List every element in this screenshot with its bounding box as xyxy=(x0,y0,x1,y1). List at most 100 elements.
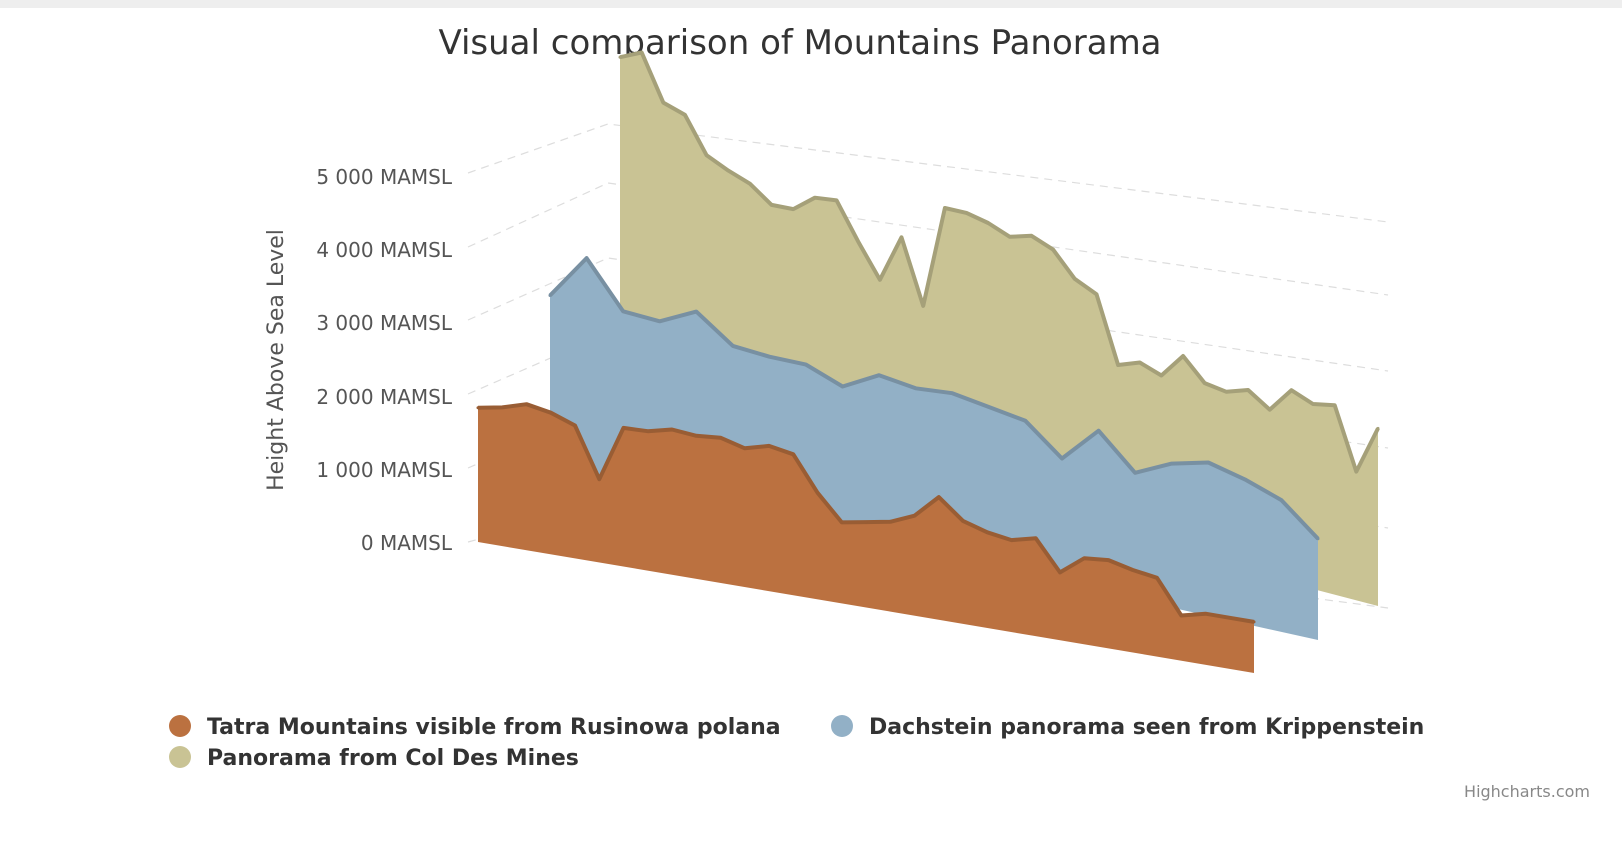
data-point xyxy=(661,101,665,105)
y-tick-label-5: 5 000 MAMSL xyxy=(316,165,453,189)
data-point xyxy=(1170,462,1174,466)
data-point xyxy=(937,495,941,499)
series-area-fill xyxy=(550,258,1318,640)
data-point xyxy=(888,520,892,524)
series-area-fill xyxy=(478,404,1254,673)
data-point xyxy=(986,221,990,225)
legend-item-1[interactable]: Dachstein panorama seen from Krippenstei… xyxy=(831,715,1424,740)
series-1 xyxy=(548,256,1320,640)
data-point xyxy=(622,426,625,430)
data-point xyxy=(943,206,947,210)
data-point xyxy=(864,520,868,524)
data-point xyxy=(813,196,817,200)
data-point xyxy=(987,405,991,409)
top-bar xyxy=(0,0,1622,8)
data-point xyxy=(694,310,698,314)
data-point xyxy=(1246,388,1250,392)
data-point xyxy=(726,169,730,173)
legend-label: Tatra Mountains visible from Rusinowa po… xyxy=(207,715,781,740)
data-point xyxy=(618,55,622,59)
data-point xyxy=(1179,614,1183,617)
data-point xyxy=(1243,477,1247,481)
data-point xyxy=(1082,556,1086,560)
data-point xyxy=(1252,620,1256,624)
data-point xyxy=(950,391,954,395)
data-point xyxy=(525,402,528,406)
data-point xyxy=(767,355,771,359)
data-point xyxy=(705,153,709,157)
data-point xyxy=(1010,538,1013,542)
data-point xyxy=(1279,498,1283,502)
data-point xyxy=(1155,576,1159,580)
data-point xyxy=(804,363,808,367)
data-point xyxy=(476,406,480,410)
data-point xyxy=(914,386,918,390)
data-point xyxy=(573,424,577,427)
data-point xyxy=(921,304,925,308)
data-point xyxy=(770,203,774,207)
data-point xyxy=(658,319,662,323)
data-point xyxy=(767,444,771,448)
data-point xyxy=(816,491,819,495)
data-point xyxy=(1034,536,1038,540)
data-point xyxy=(719,436,722,440)
data-point xyxy=(791,207,795,211)
data-point xyxy=(961,519,965,523)
data-point xyxy=(1107,558,1110,562)
data-point xyxy=(1311,402,1315,406)
gridline-5 xyxy=(467,123,1389,223)
credits-link[interactable]: Highcharts.com xyxy=(1464,782,1590,801)
data-point xyxy=(621,309,625,313)
y-axis-title: Height Above Sea Level xyxy=(264,229,289,491)
data-point xyxy=(1204,612,1207,616)
data-point xyxy=(856,240,860,244)
data-point xyxy=(900,235,903,239)
data-point xyxy=(913,514,916,518)
data-point xyxy=(1133,471,1137,475)
data-point xyxy=(1116,363,1120,367)
series-0 xyxy=(476,402,1256,673)
data-point xyxy=(640,51,644,54)
data-point xyxy=(1333,403,1337,407)
data-point xyxy=(1060,457,1064,460)
series-area xyxy=(476,50,1380,673)
data-point xyxy=(1376,426,1380,430)
data-point xyxy=(791,452,795,456)
legend-item-2[interactable]: Panorama from Col Des Mines xyxy=(169,746,579,771)
data-point xyxy=(1097,429,1101,433)
data-point xyxy=(1138,361,1142,364)
legend-label: Panorama from Col Des Mines xyxy=(207,746,579,771)
data-point xyxy=(841,385,845,388)
y-tick-label-1: 1 000 MAMSL xyxy=(316,458,453,482)
legend-symbol xyxy=(831,715,853,737)
data-point xyxy=(548,294,552,297)
data-point xyxy=(597,477,601,481)
data-point xyxy=(731,344,735,348)
data-point xyxy=(1159,374,1163,377)
series-top-line xyxy=(619,50,1380,474)
data-point xyxy=(743,446,747,450)
data-point xyxy=(878,278,882,282)
legend-item-0[interactable]: Tatra Mountains visible from Rusinowa po… xyxy=(169,715,781,740)
data-point xyxy=(748,182,752,186)
data-point xyxy=(1073,277,1077,281)
data-point xyxy=(646,429,650,433)
gridline-3 xyxy=(467,257,1389,372)
y-tick-label-2: 2 000 MAMSL xyxy=(316,385,453,409)
legend-label: Dachstein panorama seen from Krippenstei… xyxy=(869,715,1424,740)
legend-symbol xyxy=(169,715,191,737)
data-point xyxy=(1206,461,1210,464)
data-point xyxy=(1289,388,1293,392)
legend: Tatra Mountains visible from Rusinowa po… xyxy=(169,715,1424,771)
data-point xyxy=(1224,390,1228,394)
data-point xyxy=(1058,570,1062,574)
data-point xyxy=(1203,381,1207,385)
data-point xyxy=(549,411,553,415)
data-point xyxy=(670,428,674,431)
data-point xyxy=(585,256,589,260)
data-point xyxy=(835,198,839,202)
gridline-4 xyxy=(467,182,1389,296)
data-point xyxy=(683,113,687,117)
data-point xyxy=(1023,419,1027,423)
